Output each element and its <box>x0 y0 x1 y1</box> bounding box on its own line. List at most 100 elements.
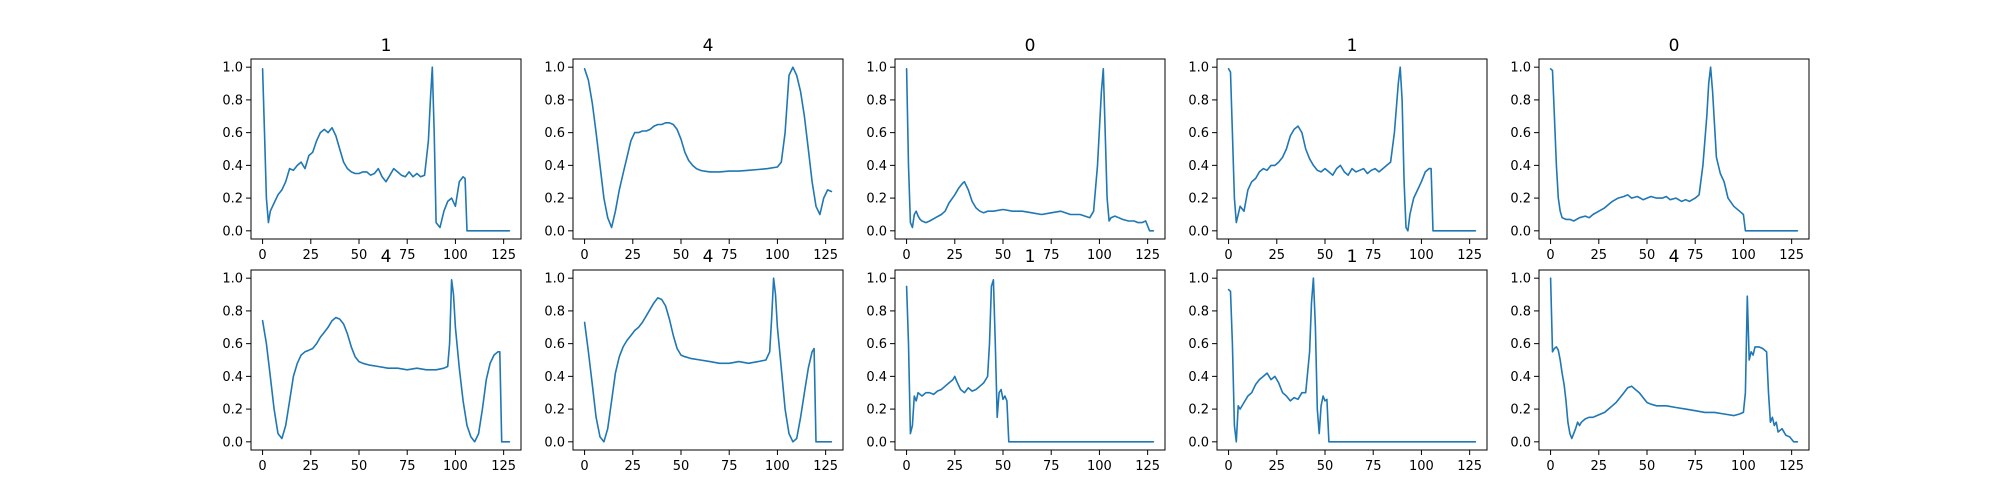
x-tick-label: 100 <box>1409 459 1434 474</box>
x-tick-label: 50 <box>1639 248 1656 263</box>
y-tick-label: 0.4 <box>1510 370 1531 385</box>
series-line <box>261 66 511 232</box>
axes-frame <box>1538 269 1810 451</box>
y-tick-label: 0.4 <box>1188 159 1209 174</box>
subplot-title: 4 <box>703 247 714 267</box>
x-tick-label: 75 <box>1043 459 1060 474</box>
y-tick-label: 0.8 <box>1510 304 1531 319</box>
x-tick-label: 50 <box>995 459 1012 474</box>
x-tick-label: 75 <box>399 459 416 474</box>
x-tick-label: 75 <box>1043 248 1060 263</box>
y-tick-label: 0.4 <box>866 370 887 385</box>
y-tick-label: 0.2 <box>1188 192 1209 207</box>
subplot-2: 4 0 25 50 75 100 125 0.0 0.2 0.4 0.6 0.8 1.0 <box>544 36 844 263</box>
y-tick-label: 0.6 <box>1510 126 1531 141</box>
x-tick-label: 0 <box>1546 459 1554 474</box>
subplot-title: 1 <box>1347 36 1358 56</box>
x-tick-label: 125 <box>1135 459 1160 474</box>
x-tick-label: 100 <box>765 248 790 263</box>
y-tick-label: 0.4 <box>866 159 887 174</box>
y-tick-label: 1.0 <box>866 61 887 76</box>
y-tick-label: 0.2 <box>222 192 243 207</box>
series-line <box>1549 66 1799 232</box>
x-tick-label: 100 <box>1087 248 1112 263</box>
x-tick-label: 100 <box>765 459 790 474</box>
series-line <box>905 68 1155 232</box>
x-tick-label: 75 <box>1365 248 1382 263</box>
x-tick-label: 25 <box>1269 459 1286 474</box>
x-tick-label: 125 <box>1135 248 1160 263</box>
subplot-8: 1 0 25 50 75 100 125 0.0 0.2 0.4 0.6 0.8 1.0 <box>866 247 1166 474</box>
y-tick-label: 1.0 <box>866 272 887 287</box>
y-tick-label: 0.8 <box>544 304 565 319</box>
series-line <box>583 66 833 229</box>
axes-frame <box>894 58 1166 240</box>
y-tick-label: 0.8 <box>866 304 887 319</box>
x-tick-label: 25 <box>625 248 642 263</box>
y-tick-label: 0.4 <box>544 159 565 174</box>
series-line <box>1549 277 1799 443</box>
x-tick-label: 100 <box>1087 459 1112 474</box>
y-tick-label: 0.4 <box>544 370 565 385</box>
y-tick-label: 0.6 <box>544 126 565 141</box>
x-tick-label: 25 <box>947 248 964 263</box>
x-tick-label: 75 <box>721 459 738 474</box>
x-tick-label: 25 <box>303 248 320 263</box>
y-tick-label: 0.8 <box>866 93 887 108</box>
series-line <box>261 278 511 443</box>
subplot-title: 1 <box>381 36 392 56</box>
x-tick-label: 75 <box>1687 459 1704 474</box>
y-tick-label: 0.6 <box>222 126 243 141</box>
x-tick-label: 100 <box>443 459 468 474</box>
y-tick-label: 0.2 <box>1510 192 1531 207</box>
y-tick-label: 1.0 <box>1188 61 1209 76</box>
y-tick-label: 0.8 <box>544 93 565 108</box>
series-line <box>1227 66 1477 232</box>
x-tick-label: 100 <box>1731 248 1756 263</box>
y-tick-label: 0.6 <box>222 337 243 352</box>
subplot-title: 0 <box>1025 36 1036 56</box>
y-tick-label: 0.2 <box>1510 403 1531 418</box>
x-tick-label: 50 <box>673 459 690 474</box>
y-tick-label: 1.0 <box>1188 272 1209 287</box>
y-tick-label: 0.4 <box>1188 370 1209 385</box>
x-tick-label: 50 <box>673 248 690 263</box>
y-tick-label: 0.2 <box>222 403 243 418</box>
axes-frame <box>250 58 522 240</box>
x-tick-label: 50 <box>995 248 1012 263</box>
x-tick-label: 25 <box>303 459 320 474</box>
y-tick-label: 0.8 <box>1188 93 1209 108</box>
x-tick-label: 50 <box>1639 459 1656 474</box>
x-tick-label: 0 <box>258 459 266 474</box>
y-tick-label: 0.0 <box>222 224 243 239</box>
series-line <box>583 277 833 443</box>
x-tick-label: 0 <box>902 459 910 474</box>
subplot-7: 4 0 25 50 75 100 125 0.0 0.2 0.4 0.6 0.8 1.0 <box>544 247 844 474</box>
axes-frame <box>1216 269 1488 451</box>
x-tick-label: 125 <box>491 459 516 474</box>
y-tick-label: 0.6 <box>1510 337 1531 352</box>
subplot-1: 1 0 25 50 75 100 125 0.0 0.2 0.4 0.6 0.8 1.0 <box>222 36 522 263</box>
subplot-title: 0 <box>1669 36 1680 56</box>
series-line <box>905 278 1155 443</box>
y-tick-label: 1.0 <box>1510 272 1531 287</box>
y-tick-label: 0.0 <box>222 435 243 450</box>
x-tick-label: 75 <box>1365 459 1382 474</box>
subplot-title: 4 <box>1669 247 1680 267</box>
subplot-title: 1 <box>1025 247 1036 267</box>
x-tick-label: 0 <box>580 459 588 474</box>
y-tick-label: 0.0 <box>1510 224 1531 239</box>
x-tick-label: 0 <box>902 248 910 263</box>
series-line <box>1227 277 1477 443</box>
y-tick-label: 0.6 <box>1188 337 1209 352</box>
x-tick-label: 125 <box>1779 248 1804 263</box>
y-tick-label: 0.8 <box>1510 93 1531 108</box>
x-tick-label: 50 <box>351 248 368 263</box>
axes-frame <box>894 269 1166 451</box>
y-tick-label: 0.2 <box>544 403 565 418</box>
subplot-10: 4 0 25 50 75 100 125 0.0 0.2 0.4 0.6 0.8 1.0 <box>1510 247 1810 474</box>
y-tick-label: 0.4 <box>222 370 243 385</box>
x-tick-label: 0 <box>258 248 266 263</box>
subplot-4: 1 0 25 50 75 100 125 0.0 0.2 0.4 0.6 0.8 1.0 <box>1188 36 1488 263</box>
